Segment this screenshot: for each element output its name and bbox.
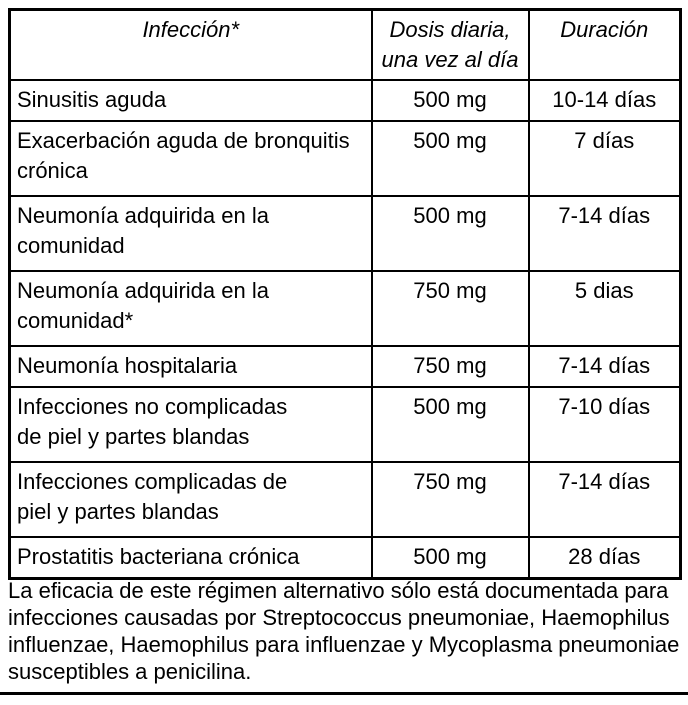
table-row: Infecciones no complicadas de piel y par… bbox=[8, 386, 682, 463]
dose-cell: 500 mg bbox=[370, 79, 530, 122]
duration-cell: 28 días bbox=[527, 536, 682, 579]
bottom-divider bbox=[0, 692, 688, 695]
header-row: Infección* Dosis diaria, una vez al día … bbox=[8, 8, 682, 81]
duration-cell: 7-10 días bbox=[527, 386, 682, 463]
infection-cell: Neumonía adquirida en la comunidad bbox=[8, 195, 373, 272]
infection-cell: Prostatitis bacteriana crónica bbox=[8, 536, 373, 579]
table-body: Sinusitis aguda 500 mg 10-14 días Exacer… bbox=[8, 79, 682, 579]
duration-cell: 7 días bbox=[527, 120, 682, 197]
dose-cell: 750 mg bbox=[370, 270, 530, 347]
infection-cell: Neumonía adquirida en la comunidad* bbox=[8, 270, 373, 347]
table-row: Neumonía adquirida en la comunidad* 750 … bbox=[8, 270, 682, 347]
dose-cell: 500 mg bbox=[370, 120, 530, 197]
footnote-text: La eficacia de este régimen alternativo … bbox=[8, 578, 680, 684]
dose-cell: 500 mg bbox=[370, 386, 530, 463]
duration-cell: 10-14 días bbox=[527, 79, 682, 122]
dose-cell: 750 mg bbox=[370, 461, 530, 538]
duration-cell: 7-14 días bbox=[527, 345, 682, 388]
dose-cell: 500 mg bbox=[370, 536, 530, 579]
infection-cell: Infecciones complicadas de piel y partes… bbox=[8, 461, 373, 538]
table-header: Infección* Dosis diaria, una vez al día … bbox=[8, 8, 682, 81]
duration-cell: 7-14 días bbox=[527, 461, 682, 538]
infection-cell: Sinusitis aguda bbox=[8, 79, 373, 122]
table-row: Neumonía adquirida en la comunidad 500 m… bbox=[8, 195, 682, 272]
duration-cell: 7-14 días bbox=[527, 195, 682, 272]
dosage-table: Infección* Dosis diaria, una vez al día … bbox=[8, 8, 682, 580]
table-row: Neumonía hospitalaria 750 mg 7-14 días bbox=[8, 345, 682, 388]
column-header-infection: Infección* bbox=[8, 8, 373, 81]
infection-cell: Neumonía hospitalaria bbox=[8, 345, 373, 388]
column-header-dose: Dosis diaria, una vez al día bbox=[370, 8, 530, 81]
infection-cell: Exacerbación aguda de bronquitis crónica bbox=[8, 120, 373, 197]
dose-cell: 500 mg bbox=[370, 195, 530, 272]
duration-cell: 5 dias bbox=[527, 270, 682, 347]
dose-cell: 750 mg bbox=[370, 345, 530, 388]
table-row: Exacerbación aguda de bronquitis crónica… bbox=[8, 120, 682, 197]
table-row: Prostatitis bacteriana crónica 500 mg 28… bbox=[8, 536, 682, 579]
infection-cell: Infecciones no complicadas de piel y par… bbox=[8, 386, 373, 463]
table-row: Infecciones complicadas de piel y partes… bbox=[8, 461, 682, 538]
table-row: Sinusitis aguda 500 mg 10-14 días bbox=[8, 79, 682, 122]
column-header-duration: Duración bbox=[527, 8, 682, 81]
